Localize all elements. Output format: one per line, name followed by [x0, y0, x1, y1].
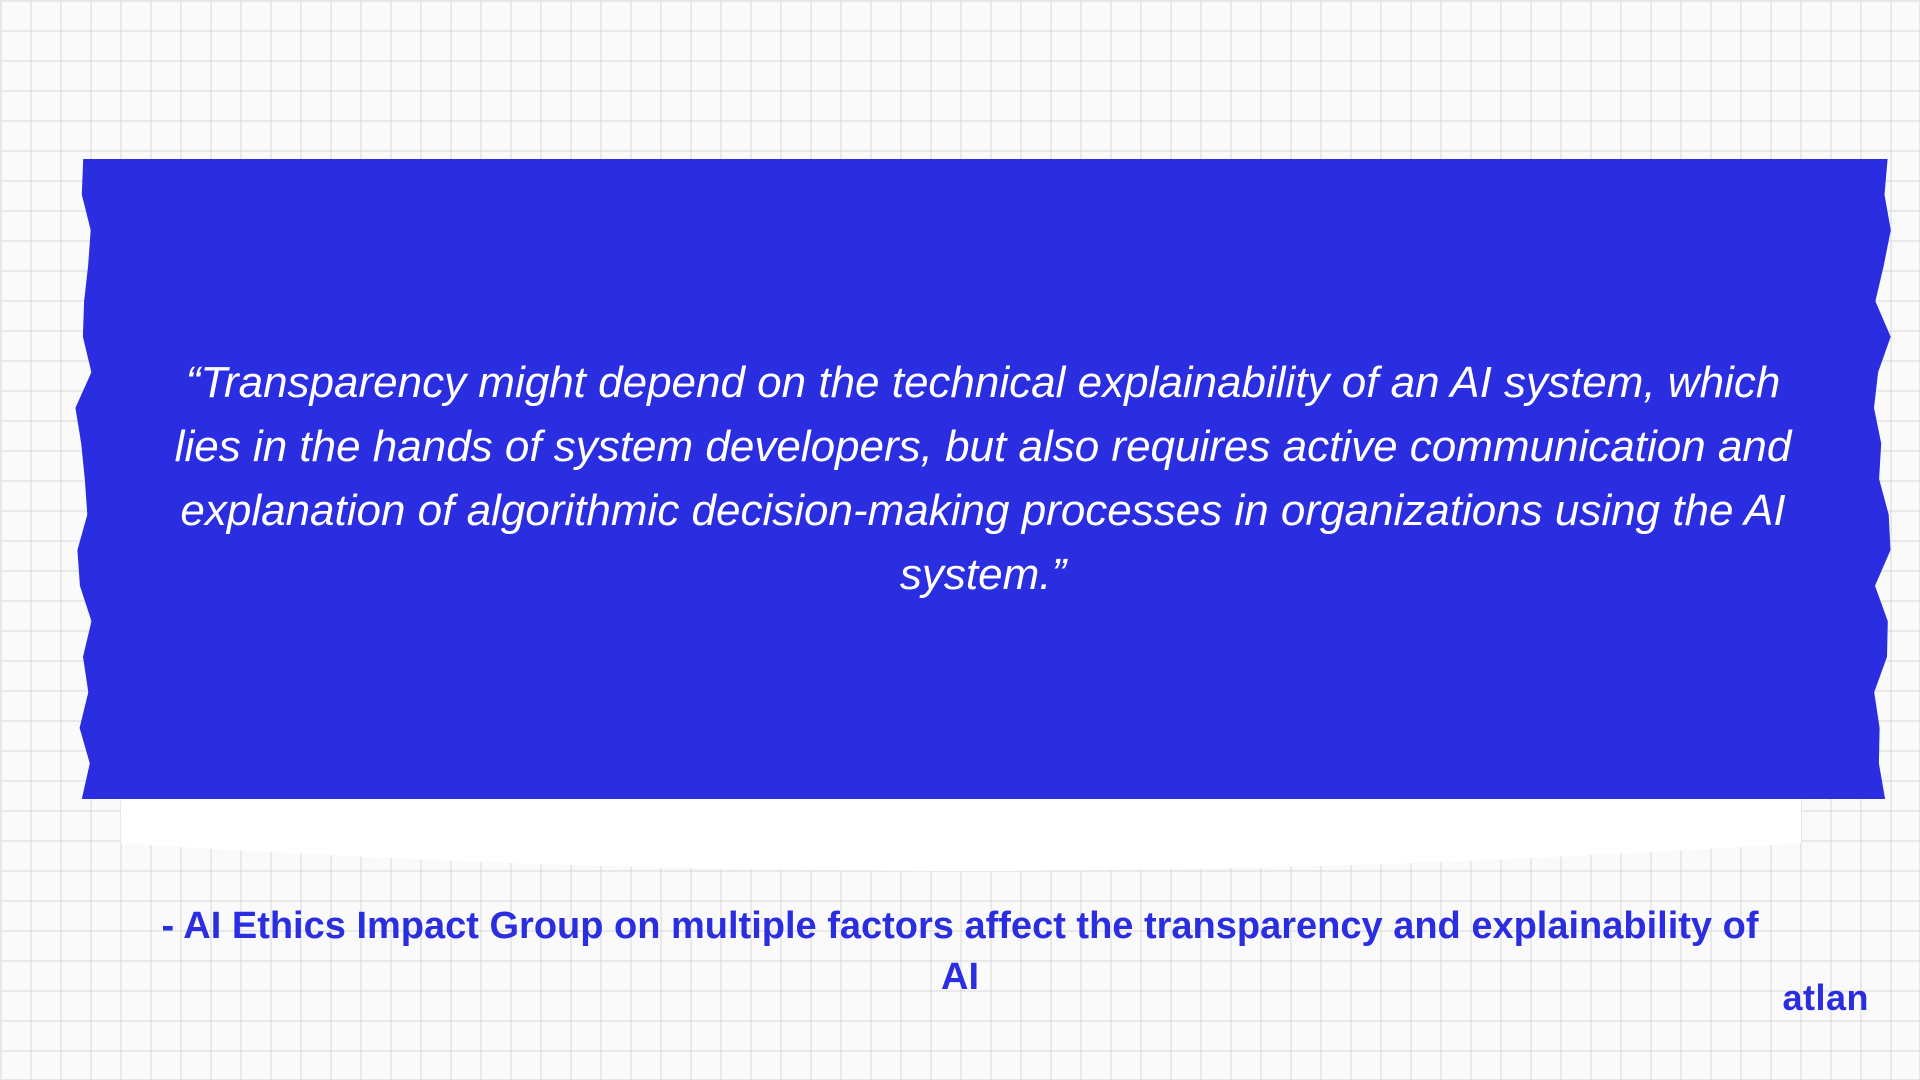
- attribution-text: - AI Ethics Impact Group on multiple fac…: [1, 901, 1919, 1004]
- rough-edge-left: [65, 159, 95, 799]
- content-layer: “Transparency might depend on the techni…: [1, 1, 1919, 1079]
- rough-edge-right: [1871, 159, 1901, 799]
- quote-card: “Transparency might depend on the techni…: [93, 159, 1873, 799]
- page: “Transparency might depend on the techni…: [0, 0, 1920, 1080]
- brand-logo: atlan: [1782, 977, 1869, 1019]
- quote-text: “Transparency might depend on the techni…: [93, 351, 1873, 606]
